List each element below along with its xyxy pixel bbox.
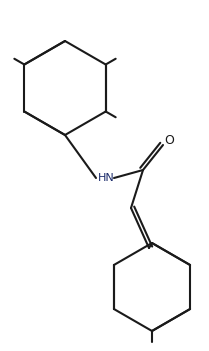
Text: O: O <box>164 134 174 147</box>
Text: HN: HN <box>98 173 115 183</box>
